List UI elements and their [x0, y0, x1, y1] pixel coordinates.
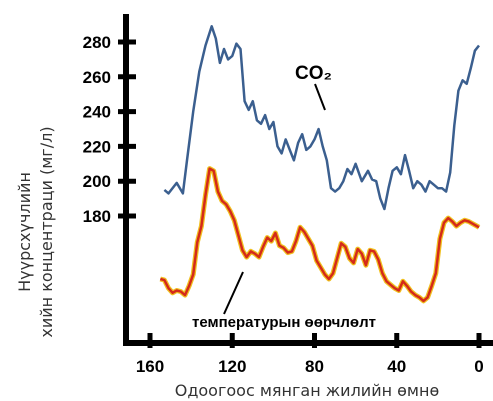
x-tick-label-40: 40 — [387, 357, 406, 376]
labels: Нүүрсхүчлийн хийн концентраци (мг/л) Одо… — [15, 63, 439, 400]
x-tick-label-80: 80 — [305, 357, 324, 376]
y-axis-title-line-2: хийн концентраци (мг/л) — [37, 126, 56, 337]
y-axis-title-line-1: Нүүрсхүчлийн — [15, 172, 34, 292]
temperature-line-glow — [159, 166, 481, 304]
y-tick-label-180: 180 — [83, 207, 111, 226]
plot-area — [159, 25, 481, 315]
x-axis-title: Одоогоос мянган жилийн өмнө — [175, 381, 440, 400]
co2-leader-line — [314, 83, 326, 111]
y-tick-label-280: 280 — [83, 33, 111, 52]
x-tick-label-160: 160 — [136, 357, 164, 376]
axes: 280 260 240 220 200 180 160 120 80 40 0 — [83, 14, 493, 376]
y-tick-label-260: 260 — [83, 68, 111, 87]
temperature-line — [159, 167, 480, 303]
co2-label: CO₂ — [295, 63, 332, 84]
temperature-leader-line — [223, 271, 244, 315]
temperature-label: температурын өөрчлөлт — [192, 314, 376, 331]
x-tick-label-0: 0 — [474, 357, 483, 376]
y-tick-label-240: 240 — [83, 103, 111, 122]
y-tick-label-200: 200 — [83, 172, 111, 191]
x-tick-label-120: 120 — [218, 357, 246, 376]
co2-line — [163, 25, 480, 211]
y-tick-label-220: 220 — [83, 137, 111, 156]
